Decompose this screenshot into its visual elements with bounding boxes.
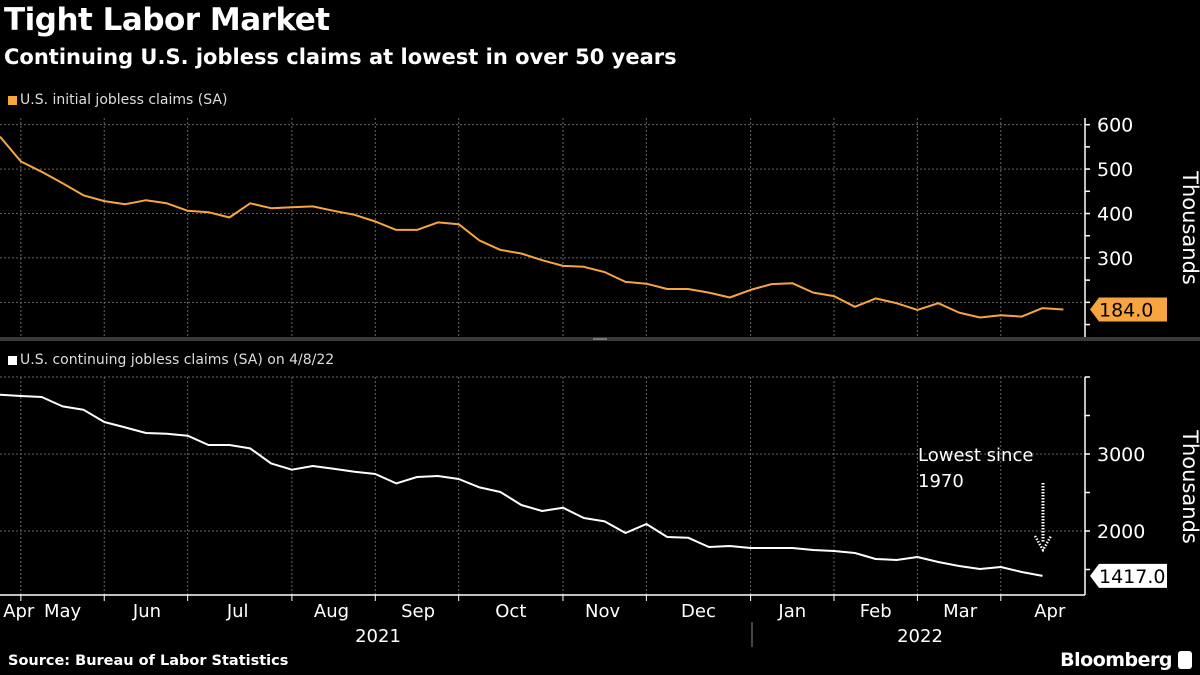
y-axis-label-bottom: Thousands [1178, 429, 1200, 544]
legend-swatch-white [8, 355, 17, 365]
annotation-line-2: 1970 [918, 471, 964, 492]
source-note: Source: Bureau of Labor Statistics [8, 653, 289, 669]
bloomberg-logo: Bloomberg [1060, 649, 1192, 671]
x-year-label: 2021 [355, 626, 401, 647]
chart-subtitle: Continuing U.S. jobless claims at lowest… [4, 45, 677, 69]
x-month-label: Jun [132, 601, 161, 622]
x-month-label: Sep [401, 601, 435, 622]
x-month-label: Apr [1034, 601, 1066, 622]
series-line [0, 393, 1043, 577]
chart-title: Tight Labor Market [4, 2, 330, 38]
series-line [0, 136, 1064, 319]
legend-label: U.S. continuing jobless claims (SA) on 4… [20, 352, 335, 368]
last-value-label: 1417.0 [1099, 566, 1165, 588]
x-month-label: Oct [495, 601, 526, 622]
x-month-label: Nov [585, 601, 620, 622]
last-value-box [1090, 297, 1167, 322]
top-panel: 600 500 400 300 184.0 [0, 115, 1167, 337]
y-tick-label: 400 [1097, 204, 1133, 226]
x-month-label: Jan [777, 601, 806, 622]
x-month-label: Dec [681, 601, 716, 622]
y-tick-label: 3000 [1097, 444, 1145, 466]
legend-label: U.S. initial jobless claims (SA) [20, 92, 228, 108]
annotation-arrow [1033, 483, 1053, 553]
x-month-label: Apr [3, 601, 35, 622]
x-month-label: Aug [314, 601, 349, 622]
brand-text: Bloomberg [1060, 649, 1172, 671]
last-value-box [1090, 563, 1167, 588]
y-tick-label: 300 [1097, 248, 1133, 270]
x-month-label: Mar [943, 601, 978, 622]
y-tick-label: 2000 [1097, 521, 1145, 543]
last-value-callout: 184.0 [1090, 297, 1167, 322]
last-value-callout: 1417.0 [1090, 563, 1167, 588]
bottom-panel: 3000 2000 1417.0 [0, 376, 1167, 595]
last-value-label: 184.0 [1099, 299, 1153, 321]
legend-swatch-orange [8, 95, 17, 105]
panel-resize-handle[interactable] [593, 338, 607, 340]
bloomberg-icon [1178, 651, 1192, 669]
x-month-label: Jul [226, 601, 249, 622]
y-axis-label-top: Thousands [1178, 170, 1200, 285]
x-month-label: May [44, 601, 82, 622]
legend-initial-claims: U.S. initial jobless claims (SA) [8, 92, 227, 108]
y-tick-label: 500 [1097, 159, 1133, 181]
y-tick-label: 600 [1097, 115, 1133, 137]
legend-continuing-claims: U.S. continuing jobless claims (SA) on 4… [8, 352, 334, 368]
x-month-label: Feb [860, 601, 892, 622]
annotation-line-1: Lowest since [918, 445, 1033, 466]
x-axis: Apr May Jun Jul Aug Sep Oct Nov Dec Jan Feb Mar Apr 2… [0, 594, 1085, 647]
x-year-label: 2022 [897, 626, 943, 647]
